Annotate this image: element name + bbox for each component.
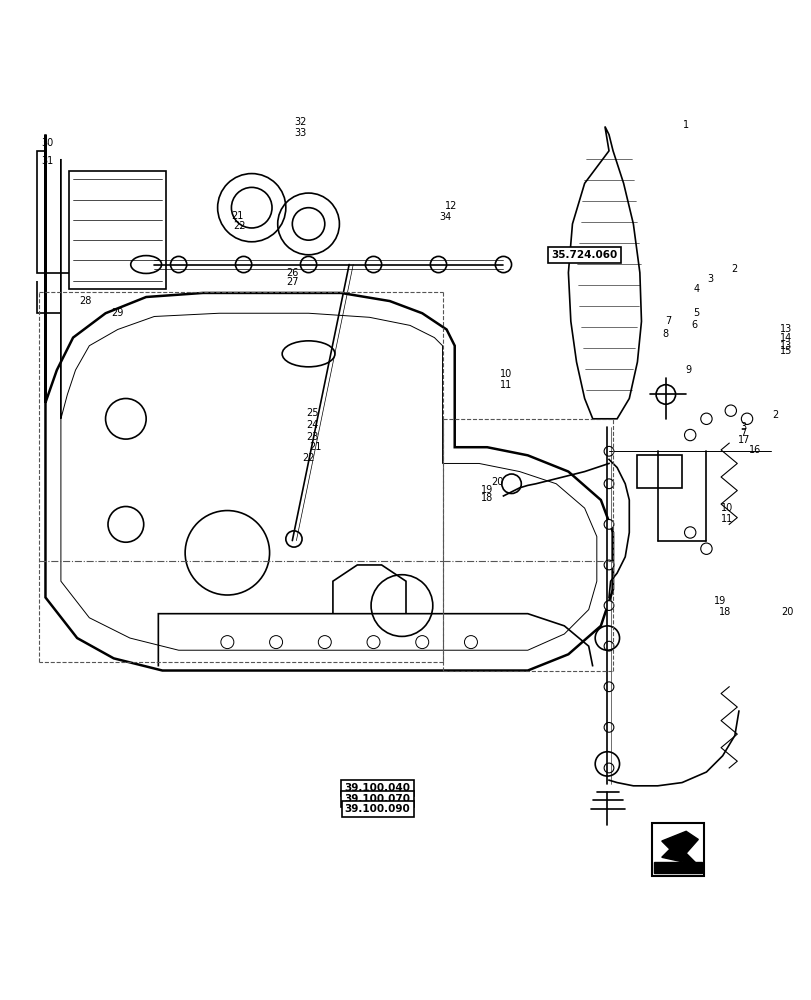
- Circle shape: [170, 256, 187, 273]
- Text: 29: 29: [111, 308, 124, 318]
- Text: 9: 9: [684, 365, 691, 375]
- Text: 10: 10: [719, 503, 732, 513]
- Polygon shape: [661, 831, 697, 865]
- Text: 24: 24: [306, 420, 319, 430]
- Text: 39.100.040: 39.100.040: [344, 783, 410, 793]
- Text: 32: 32: [294, 117, 307, 127]
- Circle shape: [603, 560, 613, 570]
- Text: 20: 20: [780, 607, 793, 617]
- Text: 21: 21: [231, 211, 244, 221]
- Text: 5: 5: [693, 308, 699, 318]
- Circle shape: [300, 256, 316, 273]
- Circle shape: [603, 763, 613, 773]
- Circle shape: [603, 519, 613, 529]
- Text: 27: 27: [285, 277, 298, 287]
- Text: 18: 18: [480, 493, 493, 503]
- Text: 2: 2: [771, 410, 778, 420]
- Text: 1: 1: [682, 120, 689, 130]
- Circle shape: [603, 641, 613, 651]
- Text: 7: 7: [664, 316, 671, 326]
- Text: 39.100.090: 39.100.090: [345, 804, 410, 814]
- Text: 12: 12: [444, 201, 457, 211]
- Text: 21: 21: [308, 442, 321, 452]
- Text: 2: 2: [731, 264, 737, 274]
- Text: 7: 7: [739, 428, 745, 438]
- Text: 25: 25: [306, 408, 319, 418]
- Bar: [650, 823, 703, 876]
- Text: 31: 31: [41, 156, 54, 166]
- Circle shape: [235, 256, 251, 273]
- Text: 3: 3: [706, 274, 713, 284]
- Circle shape: [495, 256, 511, 273]
- Circle shape: [285, 531, 302, 547]
- Text: 11: 11: [719, 514, 732, 524]
- Circle shape: [603, 682, 613, 692]
- Text: 16: 16: [748, 445, 761, 455]
- Text: 22: 22: [302, 453, 315, 463]
- Circle shape: [603, 446, 613, 456]
- Circle shape: [603, 601, 613, 610]
- Circle shape: [603, 479, 613, 489]
- Text: 15: 15: [779, 346, 792, 356]
- Polygon shape: [653, 862, 701, 873]
- Text: 28: 28: [79, 296, 92, 306]
- Text: 3: 3: [739, 422, 745, 432]
- Circle shape: [430, 256, 446, 273]
- Circle shape: [365, 256, 381, 273]
- Text: 6: 6: [690, 320, 697, 330]
- Text: 19: 19: [480, 485, 493, 495]
- Text: 20: 20: [491, 477, 504, 487]
- Text: 8: 8: [662, 329, 668, 339]
- Text: 13: 13: [779, 341, 792, 351]
- Text: 34: 34: [438, 212, 451, 222]
- Text: 33: 33: [294, 128, 307, 138]
- Text: 23: 23: [306, 432, 319, 442]
- Text: 11: 11: [499, 380, 512, 390]
- Text: 22: 22: [233, 221, 246, 231]
- Text: 39.100.070: 39.100.070: [344, 794, 410, 804]
- Text: 18: 18: [718, 607, 731, 617]
- Text: 13: 13: [779, 324, 792, 334]
- Text: 35.724.060: 35.724.060: [551, 250, 617, 260]
- Text: 19: 19: [713, 596, 726, 606]
- Text: 14: 14: [779, 333, 792, 343]
- Text: 30: 30: [41, 138, 54, 148]
- Circle shape: [603, 722, 613, 732]
- Text: 10: 10: [499, 369, 512, 379]
- Text: 4: 4: [693, 284, 699, 294]
- Text: 17: 17: [737, 435, 750, 445]
- Text: 26: 26: [285, 268, 298, 278]
